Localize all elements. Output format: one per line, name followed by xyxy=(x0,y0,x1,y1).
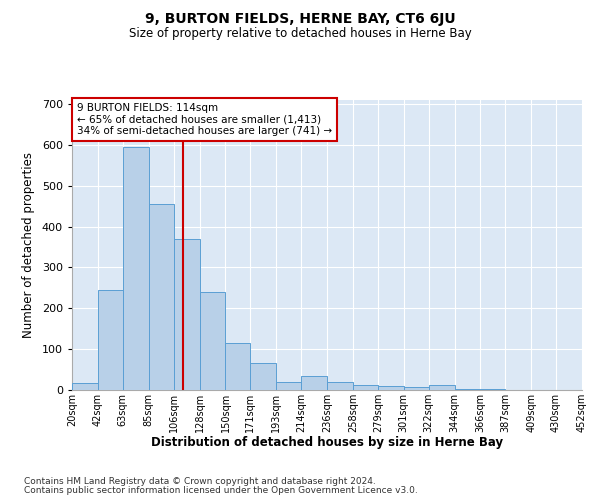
Bar xyxy=(301,376,327,390)
Bar xyxy=(276,382,301,390)
Bar xyxy=(226,343,250,390)
Bar xyxy=(149,204,173,390)
Bar xyxy=(378,386,404,390)
Y-axis label: Number of detached properties: Number of detached properties xyxy=(22,152,35,338)
Bar xyxy=(455,389,481,390)
Text: Distribution of detached houses by size in Herne Bay: Distribution of detached houses by size … xyxy=(151,436,503,449)
Bar xyxy=(173,239,199,390)
Bar xyxy=(327,382,353,390)
Bar xyxy=(404,386,428,390)
Text: 9 BURTON FIELDS: 114sqm
← 65% of detached houses are smaller (1,413)
34% of semi: 9 BURTON FIELDS: 114sqm ← 65% of detache… xyxy=(77,103,332,136)
Text: Contains HM Land Registry data © Crown copyright and database right 2024.: Contains HM Land Registry data © Crown c… xyxy=(24,478,376,486)
Bar xyxy=(428,385,455,390)
Bar xyxy=(123,147,149,390)
Bar xyxy=(481,389,505,390)
Bar xyxy=(353,385,378,390)
Bar xyxy=(199,292,226,390)
Text: 9, BURTON FIELDS, HERNE BAY, CT6 6JU: 9, BURTON FIELDS, HERNE BAY, CT6 6JU xyxy=(145,12,455,26)
Bar xyxy=(250,364,276,390)
Bar xyxy=(72,382,98,390)
Bar xyxy=(98,290,123,390)
Text: Size of property relative to detached houses in Herne Bay: Size of property relative to detached ho… xyxy=(128,28,472,40)
Text: Contains public sector information licensed under the Open Government Licence v3: Contains public sector information licen… xyxy=(24,486,418,495)
